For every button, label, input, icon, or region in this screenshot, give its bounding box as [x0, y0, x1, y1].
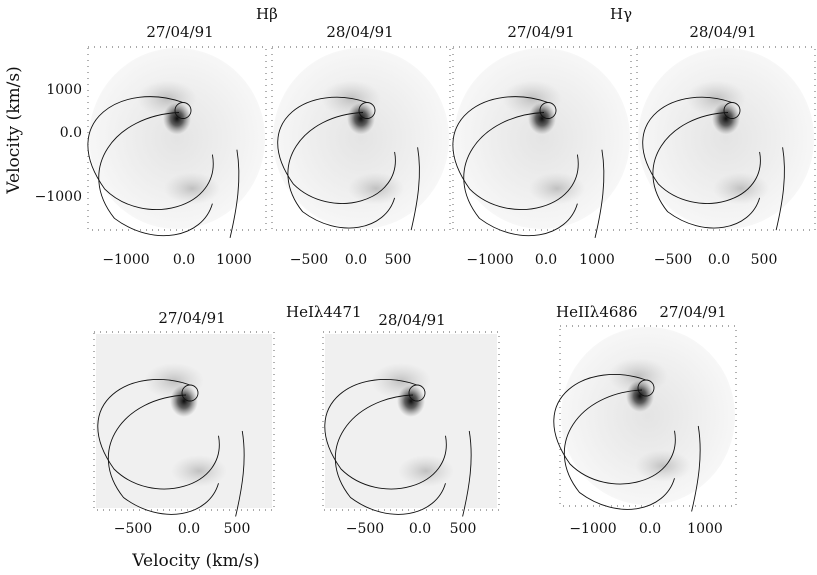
x-tick-label: 0.0 — [535, 252, 557, 268]
trajectory-arc-tail — [691, 425, 701, 512]
tomogram-panel-p5: 27/04/91 −500 0.0 500 — [93, 309, 275, 537]
trajectory-arc-tail — [594, 149, 605, 239]
y-tick-label-mid: 0.0 — [60, 125, 82, 141]
x-tick-label: 1000 — [579, 252, 615, 268]
x-tick-label: −500 — [654, 252, 692, 268]
x-tick-label: 0.0 — [178, 521, 200, 537]
x-tick-label: −500 — [346, 521, 384, 537]
trajectory-arc-tail — [462, 430, 472, 517]
stream-trajectory-arc — [553, 374, 676, 485]
x-tick-label: 0.0 — [639, 521, 661, 537]
x-tick-label: 0.0 — [345, 252, 367, 268]
x-axis-title: Velocity (km/s) — [131, 551, 259, 571]
emission-blob — [164, 172, 220, 205]
x-tick-label: 1000 — [216, 252, 252, 268]
emission-blob — [635, 450, 691, 482]
x-tick-label: 0.0 — [708, 252, 730, 268]
group-label-heii: HeIIλ4686 — [556, 303, 638, 321]
panel-date-label: 28/04/91 — [689, 23, 756, 41]
panel-date-label: 28/04/91 — [326, 23, 393, 41]
emission-blob — [398, 455, 454, 487]
stream-trajectory-arc — [642, 96, 761, 204]
keplerian-trajectory-arc — [107, 394, 219, 515]
keplerian-trajectory-arc — [563, 389, 675, 510]
x-tick-label: 500 — [751, 252, 778, 268]
emission-spot — [170, 385, 198, 417]
x-tick-label: 0.0 — [173, 252, 195, 268]
panel-date-label: 27/04/91 — [659, 303, 726, 321]
emission-spot — [397, 385, 425, 417]
stream-trajectory-arc — [324, 379, 447, 490]
stream-trajectory-arc — [87, 96, 214, 210]
trajectory-arc-tail — [775, 147, 785, 231]
emission-blob — [171, 455, 227, 487]
emission-spot — [163, 102, 191, 135]
group-label-hbeta: Hβ — [256, 5, 278, 23]
emission-spot — [528, 102, 556, 135]
x-tick-label: 500 — [450, 521, 477, 537]
panel-frame — [322, 331, 500, 511]
emission-blob — [348, 172, 404, 205]
group-label-hei: HeIλ4471 — [286, 303, 362, 321]
x-tick-label: −1000 — [466, 252, 513, 268]
x-tick-label: 500 — [385, 252, 412, 268]
x-tick-label: −500 — [290, 252, 328, 268]
panel-date-label: 28/04/91 — [378, 311, 445, 329]
tomogram-panel-p3: 27/04/91 −1000 0.0 1000 — [452, 23, 632, 268]
emission-blob — [713, 172, 769, 205]
x-tick-label: 1000 — [687, 521, 723, 537]
keplerian-trajectory-arc — [652, 112, 761, 229]
panel-date-label: 27/04/91 — [158, 309, 225, 327]
group-label-hgamma: Hγ — [610, 5, 632, 23]
trajectory-arc-tail — [229, 149, 240, 239]
stream-trajectory-arc — [97, 379, 220, 490]
keplerian-trajectory-arc — [334, 394, 446, 515]
emission-spot — [347, 102, 375, 135]
trajectory-arc-tail — [410, 147, 420, 231]
keplerian-trajectory-arc — [98, 112, 213, 237]
x-tick-label: −1000 — [569, 521, 616, 537]
tomogram-panel-p6: 28/04/91 −500 0.0 500 — [322, 311, 500, 537]
tomogram-panel-p7: 27/04/91 −1000 0.0 1000 — [553, 303, 737, 537]
y-axis-title: Velocity (km/s) — [4, 66, 24, 194]
y-tick-label-top: 1000 — [46, 82, 82, 98]
stream-trajectory-arc — [277, 96, 396, 204]
panel-frame — [636, 46, 816, 231]
x-tick-label: 500 — [224, 521, 251, 537]
panel-frame — [271, 46, 451, 231]
x-tick-label: −500 — [114, 521, 152, 537]
stream-trajectory-arc — [452, 96, 579, 210]
tomogram-panel-p1: 27/04/91 −1000 0.0 1000 — [87, 23, 267, 268]
tomogram-image — [638, 48, 814, 229]
emission-spot — [626, 380, 654, 412]
tomogram-panel-p2: 28/04/91 −500 0.0 500 — [271, 23, 451, 268]
tomogram-panel-p4: 28/04/91 −500 0.0 500 — [636, 23, 816, 268]
emission-spot — [712, 102, 740, 135]
tomogram-image — [561, 327, 735, 505]
y-tick-label-bottom: −1000 — [35, 189, 82, 205]
x-tick-label: 0.0 — [409, 521, 431, 537]
x-tick-label: −1000 — [102, 252, 149, 268]
panel-frame — [93, 331, 275, 511]
keplerian-trajectory-arc — [463, 112, 578, 237]
trajectory-arc-tail — [235, 430, 245, 517]
tomogram-image — [273, 48, 449, 229]
panel-date-label: 27/04/91 — [146, 23, 213, 41]
emission-blob — [529, 172, 585, 205]
panel-date-label: 27/04/91 — [507, 23, 574, 41]
tomogram-image — [454, 48, 630, 229]
keplerian-trajectory-arc — [287, 112, 396, 229]
tomogram-image — [89, 48, 265, 229]
